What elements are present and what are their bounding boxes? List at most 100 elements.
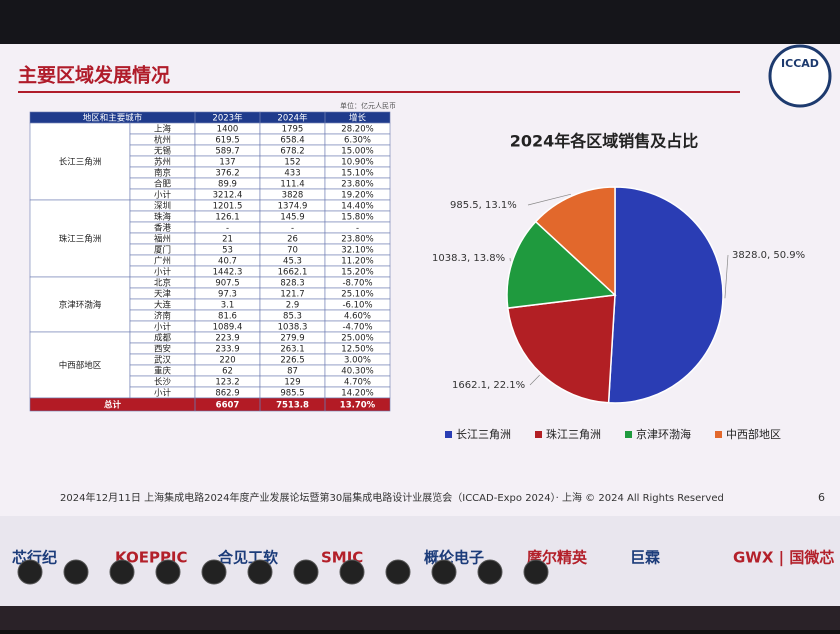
sponsor-logo: 巨霖	[630, 549, 660, 567]
cell: 121.7	[280, 290, 304, 300]
cell: -	[291, 224, 294, 234]
slide-title: 主要区域发展情况	[18, 64, 170, 87]
stage-light	[64, 560, 88, 584]
cell: 1662.1	[278, 268, 308, 278]
data-label: 1662.1, 22.1%	[452, 380, 525, 391]
cell: -4.70%	[342, 323, 372, 333]
cell: 907.5	[215, 279, 239, 289]
header-cell: 2023年	[212, 113, 243, 124]
cell: 15.10%	[341, 169, 373, 179]
stage-light	[18, 560, 42, 584]
footer: 2024年12月11日 上海集成电路2024年度产业发展论坛暨第30届集成电路设…	[60, 491, 724, 504]
cell: 658.4	[280, 136, 304, 146]
cell: 西安	[154, 344, 171, 355]
cell: 26	[287, 235, 298, 245]
cell: 成都	[154, 333, 172, 344]
legend-label: 珠江三角洲	[546, 427, 601, 441]
cell: 40.7	[218, 257, 237, 267]
stage-light	[478, 560, 502, 584]
chart-title: 2024年各区域销售及占比	[510, 132, 699, 151]
total-bg	[30, 398, 390, 411]
legend-swatch	[535, 431, 542, 438]
cell: 3212.4	[213, 191, 243, 201]
cell: 3828	[282, 191, 304, 201]
cell: 2.9	[286, 301, 300, 311]
sponsor-logo: GWX | 国微芯	[733, 549, 834, 568]
cell: 15.20%	[341, 268, 373, 278]
region-cell: 中西部地区	[59, 360, 102, 371]
cell: 1374.9	[278, 202, 308, 212]
cell: 376.2	[215, 169, 239, 179]
cell: 137	[219, 158, 235, 168]
unit: 单位：亿元人民币	[340, 101, 396, 110]
stage-light	[524, 560, 548, 584]
cell: 重庆	[154, 366, 172, 377]
cell: 89.9	[218, 180, 237, 190]
stage-floor	[0, 606, 840, 630]
cell: 15.00%	[341, 147, 373, 157]
data-label: 1038.3, 13.8%	[432, 253, 505, 264]
legend-swatch	[625, 431, 632, 438]
cell: 23.80%	[341, 235, 373, 245]
cell: 1442.3	[213, 268, 243, 278]
total-cell: 7513.8	[276, 401, 309, 411]
cell: 11.20%	[341, 257, 373, 267]
cell: 23.80%	[341, 180, 373, 190]
cell: 3.00%	[344, 356, 371, 366]
cell: 北京	[154, 278, 171, 289]
cell: 279.9	[280, 334, 304, 344]
total-cell: 13.70%	[340, 401, 376, 411]
cell: 25.00%	[341, 334, 373, 344]
cell: 杭州	[154, 135, 171, 146]
cell: 4.60%	[344, 312, 371, 322]
cell: -	[226, 224, 229, 234]
legend-swatch	[445, 431, 452, 438]
cell: 1795	[282, 125, 304, 135]
cell: 济南	[154, 311, 171, 322]
cell: 62	[222, 367, 233, 377]
data-label: 985.5, 13.1%	[450, 200, 517, 211]
cell: 70	[287, 246, 298, 256]
cell: 14.20%	[341, 389, 373, 399]
cell: 武汉	[154, 355, 172, 366]
cell: 433	[284, 169, 300, 179]
cell: 97.3	[218, 290, 237, 300]
cell: 15.80%	[341, 213, 373, 223]
cell: 小计	[154, 388, 172, 399]
header-cell: 增长	[349, 113, 367, 124]
cell: 53	[222, 246, 233, 256]
logo-text: ICCAD	[781, 57, 819, 70]
cell: 226.5	[280, 356, 304, 366]
cell: 223.9	[215, 334, 239, 344]
cell: 263.1	[280, 345, 304, 355]
cell: 苏州	[154, 157, 171, 168]
cell: 87	[287, 367, 298, 377]
total-cell: 6607	[216, 401, 240, 411]
cell: 28.20%	[341, 125, 373, 135]
cell: 145.9	[280, 213, 304, 223]
cell: 南京	[154, 168, 171, 179]
cell: 123.2	[215, 378, 239, 388]
page-number: 6	[818, 491, 825, 504]
cell: -6.10%	[342, 301, 372, 311]
cell: 小计	[154, 322, 172, 333]
cell: 152	[284, 158, 300, 168]
total-cell: 总计	[104, 400, 122, 411]
stage-light	[202, 560, 226, 584]
sponsor-logo: 概伦电子	[424, 549, 484, 567]
cell: 6.30%	[344, 136, 371, 146]
cell: 天津	[154, 289, 172, 300]
cell: 129	[284, 378, 300, 388]
cell: 上海	[154, 124, 172, 135]
cell: 828.3	[280, 279, 304, 289]
cell: 619.5	[215, 136, 239, 146]
cell: 126.1	[215, 213, 239, 223]
stage-light	[110, 560, 134, 584]
cell: 广州	[154, 256, 171, 267]
cell: 678.2	[280, 147, 304, 157]
cell: 小计	[154, 267, 172, 278]
logo-ring	[770, 46, 830, 106]
cell: 珠海	[154, 212, 172, 223]
